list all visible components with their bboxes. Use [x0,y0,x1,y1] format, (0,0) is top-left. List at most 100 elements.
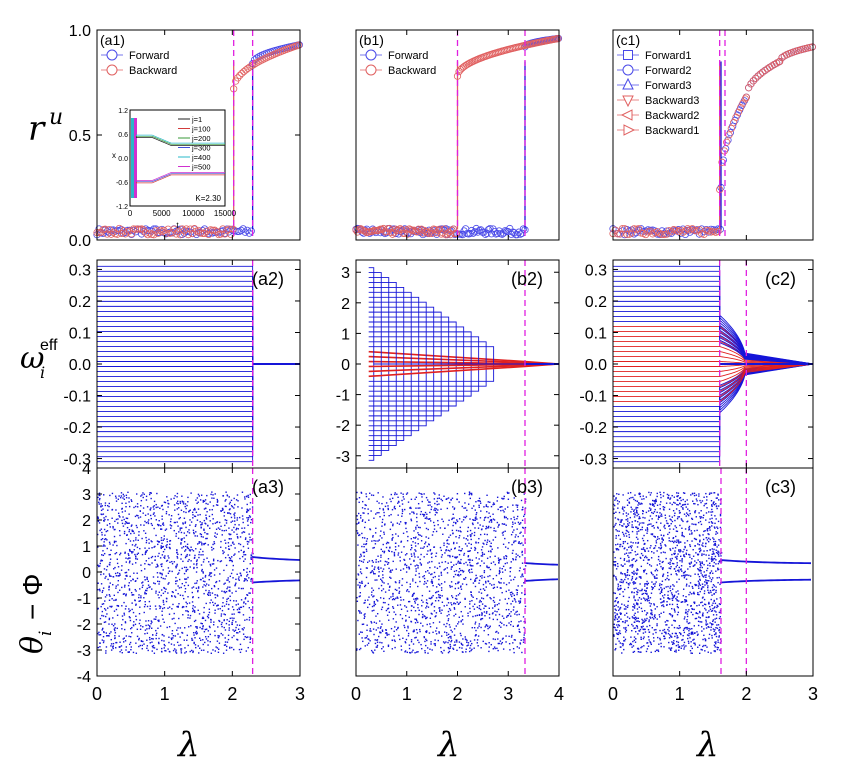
phase-point-a3 [228,527,230,529]
phase-point-b3 [474,585,477,588]
phase-point-a3 [173,644,175,646]
phase-point-b3 [394,548,397,551]
phase-point-a3 [101,591,103,594]
phase-point-a3 [200,564,203,566]
inset-ytick-label: -0.6 [116,180,128,187]
phase-point-c3 [624,553,626,555]
phase-point-b3 [481,612,483,614]
phase-point-b3 [446,546,448,548]
phase-point-a3 [118,515,120,517]
phase-point-a3 [193,563,195,565]
phase-point-b3 [454,644,457,646]
phase-point-c3 [711,634,713,637]
phase-point-a3 [157,524,160,527]
phase-point-b3 [392,595,394,597]
phase-point-a3 [210,575,212,578]
phase-point-a3 [152,582,155,584]
phase-point-b3 [492,599,495,602]
phase-point-a3 [161,563,163,565]
phase-point-a3 [123,641,125,643]
phase-point-a3 [121,605,123,607]
phase-point-a3 [189,519,191,521]
phase-point-b3 [501,523,504,525]
phase-point-a3 [234,512,236,514]
phase-point-b3 [417,603,419,606]
phase-point-a3 [229,559,232,562]
phase-point-a3 [118,589,121,591]
phase-point-c3 [717,605,719,608]
phase-point-a3 [177,503,179,505]
phase-point-c3 [703,530,705,533]
phase-point-a3 [195,587,198,589]
phase-point-b3 [423,546,425,548]
phase-point-a3 [193,556,196,559]
phase-point-b3 [435,508,438,510]
phase-point-a3 [104,621,107,623]
phase-point-b3 [358,496,361,499]
phase-point-b3 [391,538,393,540]
phase-point-a3 [144,591,146,594]
phase-point-c3 [693,523,695,526]
phase-point-a3 [248,592,250,594]
phase-point-a3 [160,576,163,579]
phase-point-b3 [397,597,399,599]
phase-point-b3 [367,512,369,515]
phase-point-a3 [242,518,244,520]
phase-point-b3 [508,635,510,638]
phase-point-a3 [202,577,204,579]
phase-point-a3 [177,525,179,527]
phase-point-a3 [186,553,188,556]
phase-point-a3 [137,539,139,542]
phase-point-b3 [493,503,496,505]
phase-point-b3 [428,572,430,574]
omega-line-c2 [613,363,814,377]
phase-point-b3 [478,591,480,593]
phase-point-a3 [205,518,208,520]
phase-point-b3 [378,635,380,638]
phase-point-b3 [512,531,514,533]
phase-point-b3 [521,562,524,564]
phase-point-b3 [438,575,440,577]
phase-point-b3 [466,639,468,642]
phase-point-b3 [383,650,385,653]
phase-point-a3 [183,541,186,543]
phase-point-c3 [667,571,669,574]
phase-point-a3 [154,545,156,548]
phase-point-b3 [472,596,474,598]
phase-point-b3 [474,546,476,549]
phase-point-a3 [225,529,227,532]
phase-point-c3 [654,508,656,511]
phase-point-b3 [499,599,501,601]
phase-point-c3 [613,504,616,507]
phase-point-b3 [448,543,450,545]
phase-point-a3 [246,503,248,506]
phase-point-a3 [241,628,243,630]
phase-point-a3 [214,612,216,614]
phase-point-a3 [225,590,228,593]
phase-point-c3 [689,556,691,558]
phase-point-a3 [175,580,177,582]
phase-point-a3 [125,496,128,499]
phase-point-b3 [397,535,400,537]
phase-point-b3 [440,587,443,589]
phase-point-a3 [118,635,120,637]
phase-point-b3 [426,639,428,642]
phase-point-b3 [457,581,459,584]
phase-point-c3 [653,511,656,513]
phase-point-b3 [444,527,446,529]
phase-point-c3 [674,502,676,504]
phase-point-b3 [425,582,427,585]
phase-point-a3 [152,513,155,515]
phase-point-a3 [245,650,247,652]
phase-point-c3 [710,578,713,581]
phase-point-a3 [191,511,194,514]
phase-point-b3 [393,630,395,633]
phase-point-b3 [357,619,359,622]
phase-point-a3 [167,607,169,609]
phase-point-b3 [432,531,435,533]
phase-point-a3 [101,639,104,641]
phase-point-c3 [680,505,683,508]
phase-point-b3 [404,523,407,525]
phase-point-b3 [417,542,419,545]
phase-point-a3 [122,497,124,499]
